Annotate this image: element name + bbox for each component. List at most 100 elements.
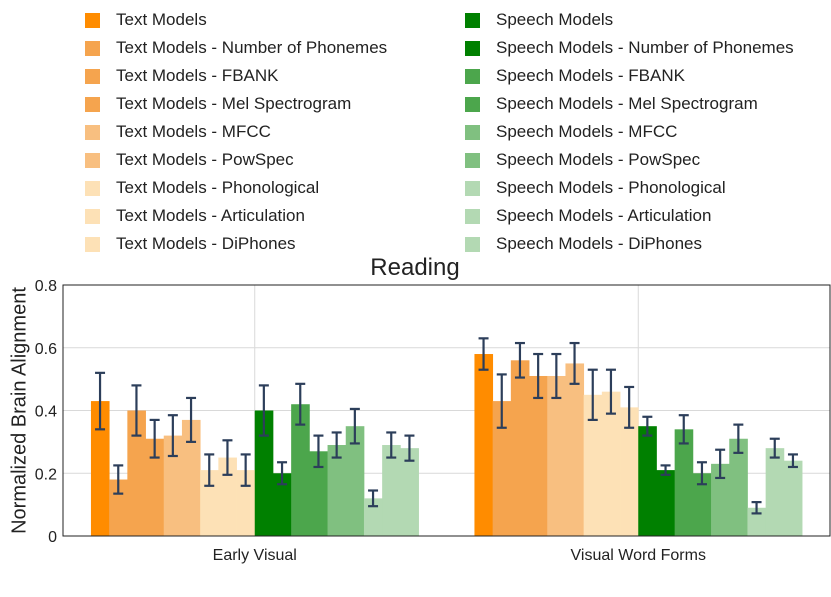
bar	[90, 401, 110, 536]
legend-swatch	[465, 12, 480, 28]
legend-swatch	[465, 68, 480, 84]
error-bar	[277, 461, 288, 486]
legend-swatch	[85, 96, 100, 112]
error-bar	[624, 385, 635, 429]
error-bar	[331, 431, 342, 459]
bar	[656, 470, 676, 536]
x-tick-label: Visual Word Forms	[571, 547, 706, 564]
error-bar	[514, 341, 525, 379]
legend-swatch	[85, 152, 100, 168]
legend-label: Speech Models - FBANK	[496, 66, 685, 85]
legend-label: Text Models - Articulation	[116, 206, 305, 225]
legend-swatch	[85, 208, 100, 224]
bar	[309, 451, 328, 536]
legend-label: Speech Models - PowSpec	[496, 150, 701, 169]
bar	[363, 498, 383, 536]
y-tick-label: 0.2	[35, 466, 57, 483]
bar	[547, 375, 566, 536]
error-bar	[733, 423, 744, 454]
error-bar	[349, 407, 360, 445]
error-bar	[240, 453, 251, 487]
bar	[474, 354, 494, 536]
error-bar	[386, 431, 397, 459]
bar	[747, 507, 767, 536]
legend-label: Speech Models - DiPhones	[496, 234, 703, 253]
legend-swatch	[465, 40, 480, 56]
bar	[783, 460, 803, 536]
legend-label: Text Models	[116, 10, 207, 29]
error-bar	[186, 396, 197, 443]
legend-label: Text Models - Mel Spectrogram	[116, 94, 352, 113]
legend-item: Speech Models - DiPhones	[465, 234, 702, 254]
legend-label: Text Models - PowSpec	[116, 150, 294, 169]
legend-label: Text Models - Phonological	[116, 178, 320, 197]
error-bar	[131, 384, 142, 437]
chart-legend: Text Models Text Models - Number of Phone…	[0, 0, 831, 255]
bar	[692, 473, 712, 536]
error-bar	[569, 341, 580, 385]
legend-swatch	[85, 68, 100, 84]
bar	[254, 410, 274, 536]
legend-item: Speech Models - FBANK	[465, 66, 685, 86]
error-bars	[95, 337, 798, 515]
bar	[127, 410, 146, 536]
legend-item: Speech Models - PowSpec	[465, 150, 700, 170]
bar	[382, 445, 401, 536]
error-bar	[258, 384, 269, 437]
legend-item: Speech Models - Mel Spectrogram	[465, 94, 758, 114]
error-bar	[642, 415, 653, 437]
error-bar	[204, 453, 215, 487]
legend-label: Speech Models - Articulation	[496, 206, 712, 225]
bar	[529, 375, 548, 536]
legend-item: Text Models - Number of Phonemes	[85, 38, 387, 58]
error-bar	[295, 382, 306, 426]
bar-chart: Reading 0 0.2 0.4 0.6 0.8 Early Visual Visual …	[8, 254, 831, 564]
error-bar	[496, 373, 507, 429]
legend-swatch	[85, 180, 100, 196]
error-bar	[404, 434, 415, 462]
legend-swatch	[465, 236, 480, 252]
legend-label: Speech Models - Number of Phonemes	[496, 38, 794, 57]
error-bar	[149, 418, 160, 459]
legend-swatch	[465, 152, 480, 168]
y-tick-label: 0.4	[35, 404, 57, 421]
legend-label: Text Models - DiPhones	[116, 234, 296, 253]
legend-item: Text Models - DiPhones	[85, 234, 296, 254]
bar	[601, 391, 621, 536]
legend-item: Text Models - FBANK	[85, 66, 279, 86]
legend-item: Speech Models - Number of Phonemes	[465, 38, 794, 58]
axis-ticks: 0 0.2 0.4 0.6 0.8 Early Visual Visual Word For…	[35, 278, 706, 564]
legend-swatch	[465, 208, 480, 224]
error-bar	[368, 489, 379, 508]
legend-label: Speech Models - MFCC	[496, 122, 678, 141]
error-bar	[478, 337, 489, 371]
error-bar	[696, 461, 707, 486]
bar	[765, 448, 785, 536]
bar	[638, 426, 657, 536]
legend-label: Text Models - Number of Phonemes	[116, 38, 388, 57]
bar	[218, 457, 237, 536]
error-bar	[769, 437, 780, 459]
bar	[674, 429, 694, 536]
y-tick-label: 0.6	[35, 341, 57, 358]
legend-label: Text Models - MFCC	[116, 122, 271, 141]
x-tick-label: Early Visual	[213, 547, 297, 564]
y-tick-label: 0.8	[35, 278, 57, 295]
bar	[400, 448, 419, 536]
bar	[620, 407, 639, 536]
legend-item: Text Models	[85, 10, 207, 30]
error-bar	[605, 368, 616, 415]
bar	[345, 426, 365, 536]
bar	[272, 473, 292, 536]
bar	[565, 363, 585, 536]
legend-item: Speech Models - MFCC	[465, 122, 677, 142]
error-bar	[751, 501, 762, 515]
legend-swatch	[465, 96, 480, 112]
legend-swatch	[85, 236, 100, 252]
bar	[163, 435, 183, 536]
plot-frame	[62, 284, 831, 537]
bar	[327, 445, 347, 536]
legend-swatch	[85, 12, 100, 28]
legend-item: Text Models - Phonological	[85, 178, 319, 198]
bar	[181, 419, 201, 536]
